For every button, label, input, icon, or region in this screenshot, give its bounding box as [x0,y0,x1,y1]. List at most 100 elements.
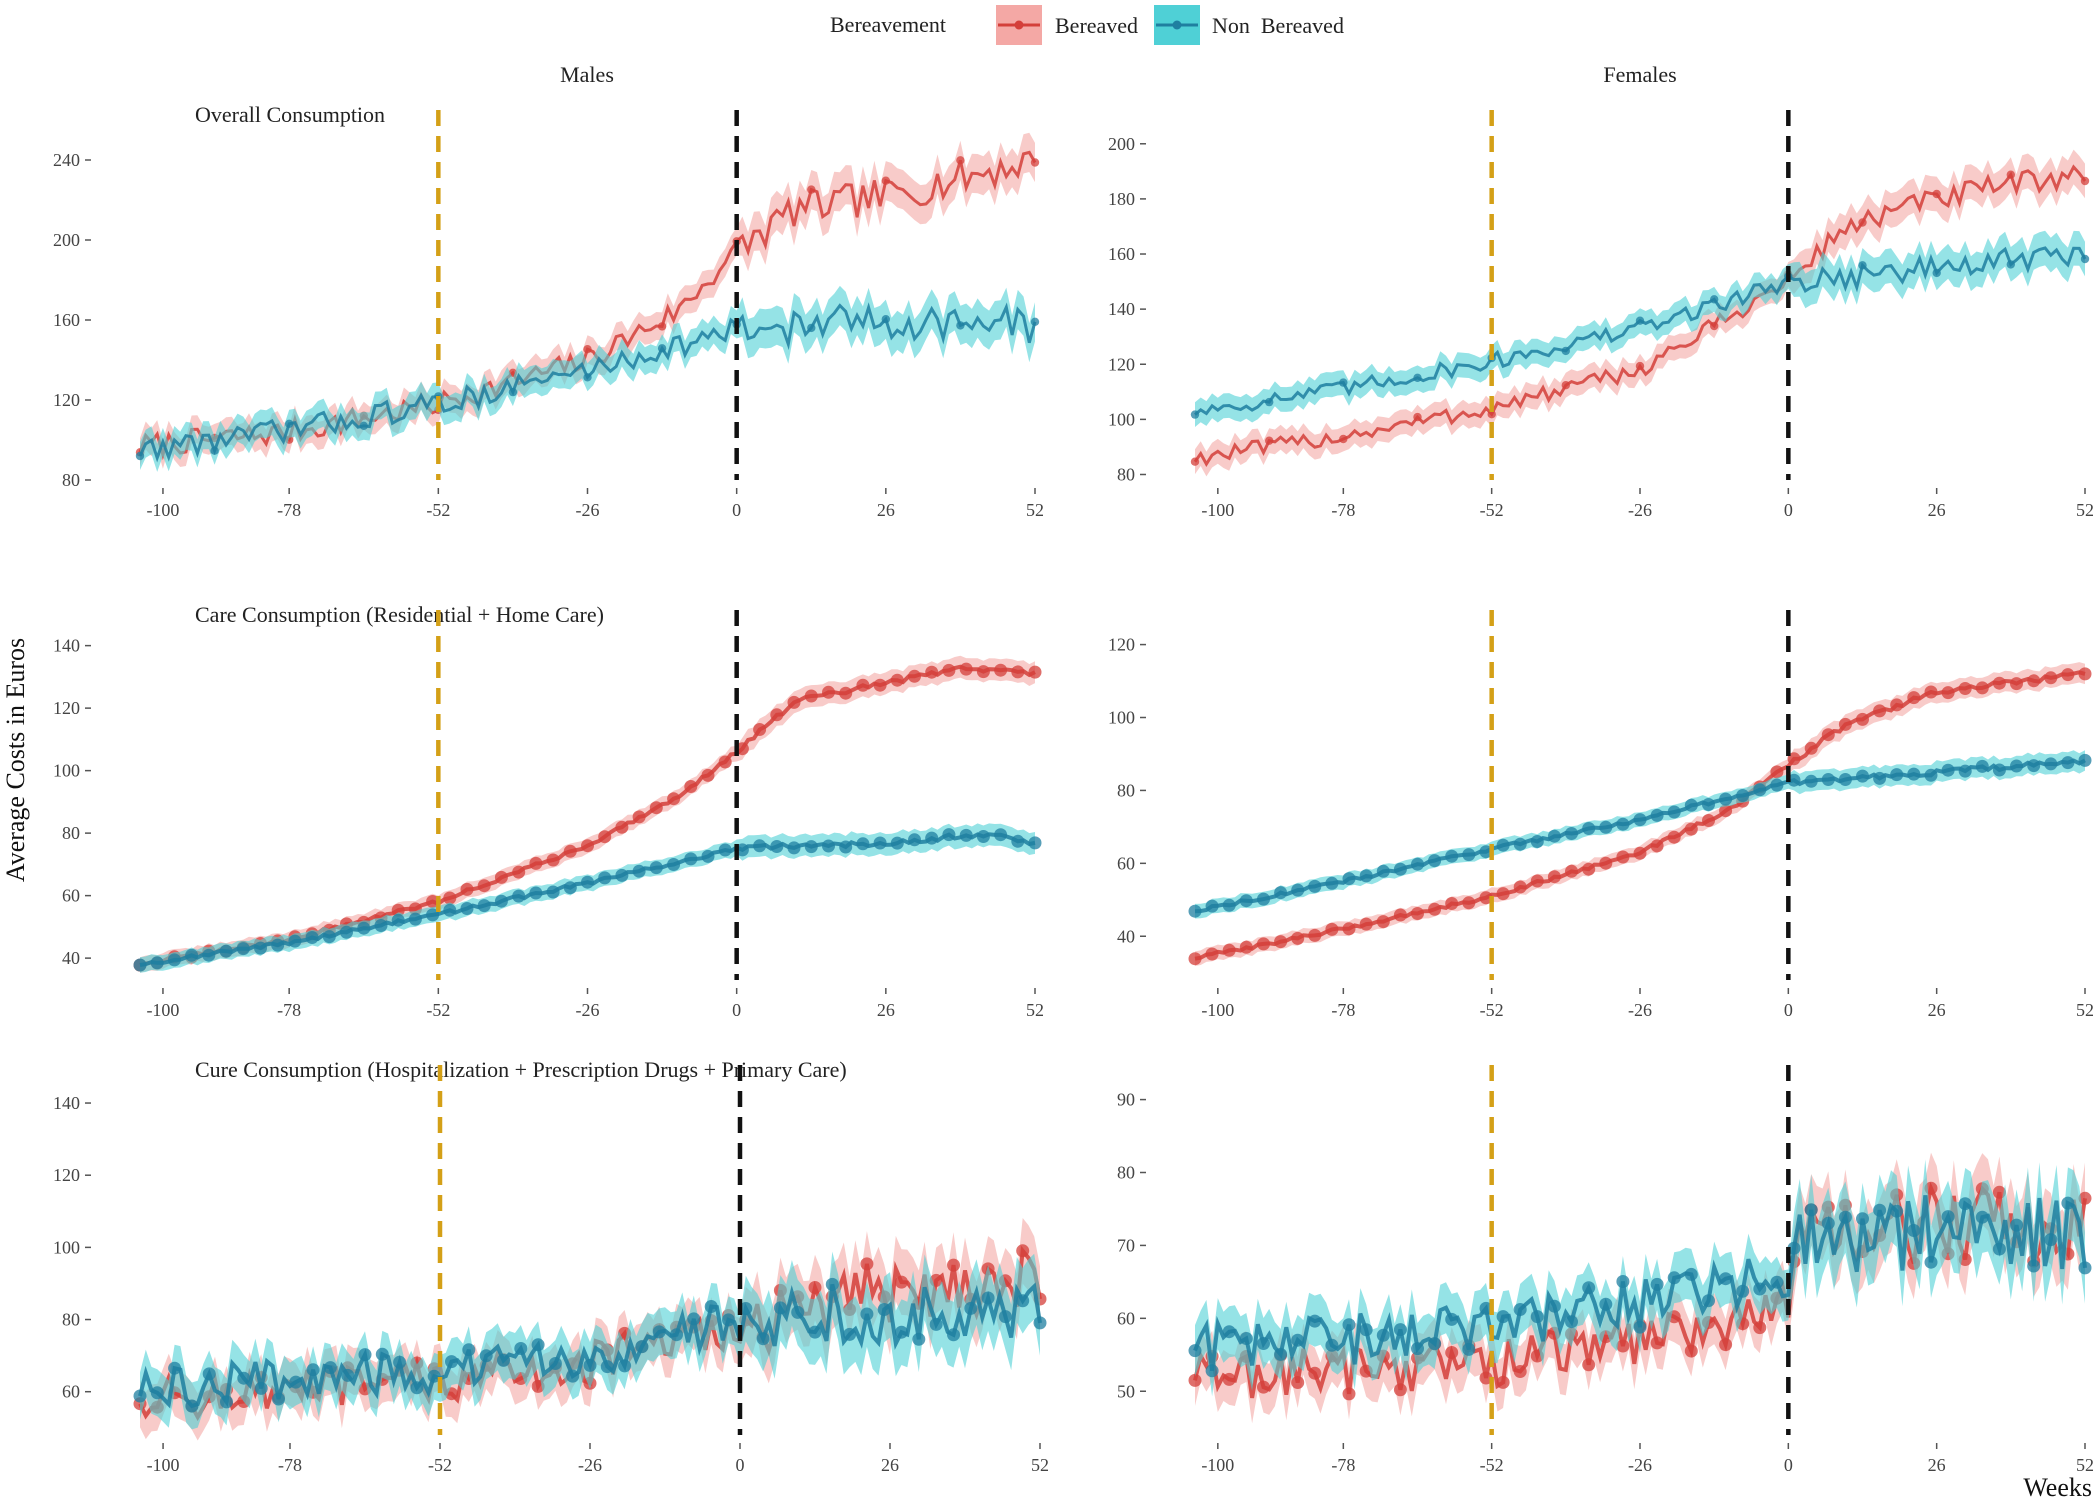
panel-females-care: 40 60 80 100 120 -100 -78 -52 -26 0 26 52 [1108,610,2094,1020]
panel-title: Cure Consumption (Hospitalization + Pres… [195,1057,847,1082]
data-point [1393,1323,1407,1337]
data-point [770,840,784,853]
panel-males-care: Care Consumption (Residential + Home Car… [53,602,1044,1020]
x-tick-label: 0 [1784,1455,1793,1475]
data-point [1616,817,1630,831]
data-point [1650,1277,1664,1291]
x-tick-label: -100 [147,1455,180,1475]
data-point [956,156,965,165]
data-point [1428,902,1442,916]
data-point [1770,1275,1784,1289]
data-point [1339,378,1348,387]
x-tick-label: -78 [1331,500,1355,520]
y-tick-label: 60 [62,886,80,906]
data-point [272,1392,285,1406]
data-point [1257,892,1270,906]
data-point [2027,674,2041,688]
data-point [1975,759,1989,773]
data-point [843,1327,857,1341]
data-point [632,864,646,878]
data-point [508,387,518,397]
data-point [254,941,267,955]
panel-title: Care Consumption (Residential + Home Car… [195,602,604,627]
data-point [756,1332,770,1346]
data-point [2010,1218,2023,1232]
data-point [393,1355,407,1369]
data-point [1941,686,1955,700]
data-point [652,1325,666,1339]
data-point [1856,712,1869,726]
data-point [1650,1336,1664,1350]
data-point [1205,899,1219,913]
panel-females-overall: 80 100 120 140 160 180 200 -100 -78 -52 -26 0 26 52 [1108,110,2094,520]
data-point [1325,876,1339,890]
data-point [657,344,667,353]
data-point [531,1338,545,1352]
data-point [890,836,904,850]
data-point [959,828,973,842]
data-point [477,879,491,893]
y-tick-label: 80 [1117,1163,1135,1183]
data-point [1308,1366,1322,1380]
data-point [1190,410,1200,419]
data-point [929,1317,943,1331]
data-point [512,865,526,879]
data-point [860,1307,874,1321]
data-point [1257,1380,1270,1394]
y-tick-label: 180 [1108,189,1135,209]
data-point [1907,767,1921,781]
data-point [1582,822,1596,835]
data-point [2080,254,2090,264]
data-point [462,1343,476,1357]
data-point [1804,774,1818,788]
y-tick-label: 120 [53,390,80,410]
confidence-band-non-bereaved [1195,230,2085,427]
data-point [460,882,474,896]
data-point [2061,1196,2075,1210]
data-point [1188,952,1202,966]
data-point [1856,769,1869,783]
data-point [1339,434,1348,444]
strip-label-females: Females [1603,62,1676,87]
data-point [1633,813,1647,827]
x-tick-label: 26 [1928,1455,1946,1475]
data-point [994,663,1008,677]
data-point [202,1367,216,1381]
data-point [598,830,612,844]
data-point [2044,757,2058,771]
data-point [322,930,336,944]
x-tick-label: 26 [1928,1000,1946,1020]
x-tick-label: -78 [277,500,301,520]
data-point [770,708,784,722]
data-point [735,843,749,857]
data-point [1787,773,1801,787]
data-point [408,912,422,926]
data-point [185,1399,199,1413]
data-point [1599,856,1613,870]
data-point [1393,908,1407,922]
data-point [856,678,870,692]
data-point [1359,1323,1373,1337]
data-point [635,1340,649,1354]
legend-label-bereaved: Bereaved [1055,13,1138,38]
data-point [1547,829,1561,843]
data-point [1205,1364,1219,1378]
data-point [1565,827,1578,840]
data-point [1376,864,1390,878]
data-point [787,695,801,709]
data-point [1016,1244,1030,1258]
data-point [1530,835,1544,848]
data-point [1958,764,1972,778]
y-tick-label: 50 [1117,1381,1135,1401]
data-point [1222,898,1236,912]
data-point [546,885,560,899]
data-point [1710,321,1719,331]
data-point [753,839,767,853]
x-tick-label: -26 [1628,1455,1652,1475]
x-tick-label: 26 [881,1455,899,1475]
data-point [908,669,921,683]
data-point [1821,728,1835,742]
data-point [825,1277,839,1291]
x-tick-label: -26 [576,500,600,520]
